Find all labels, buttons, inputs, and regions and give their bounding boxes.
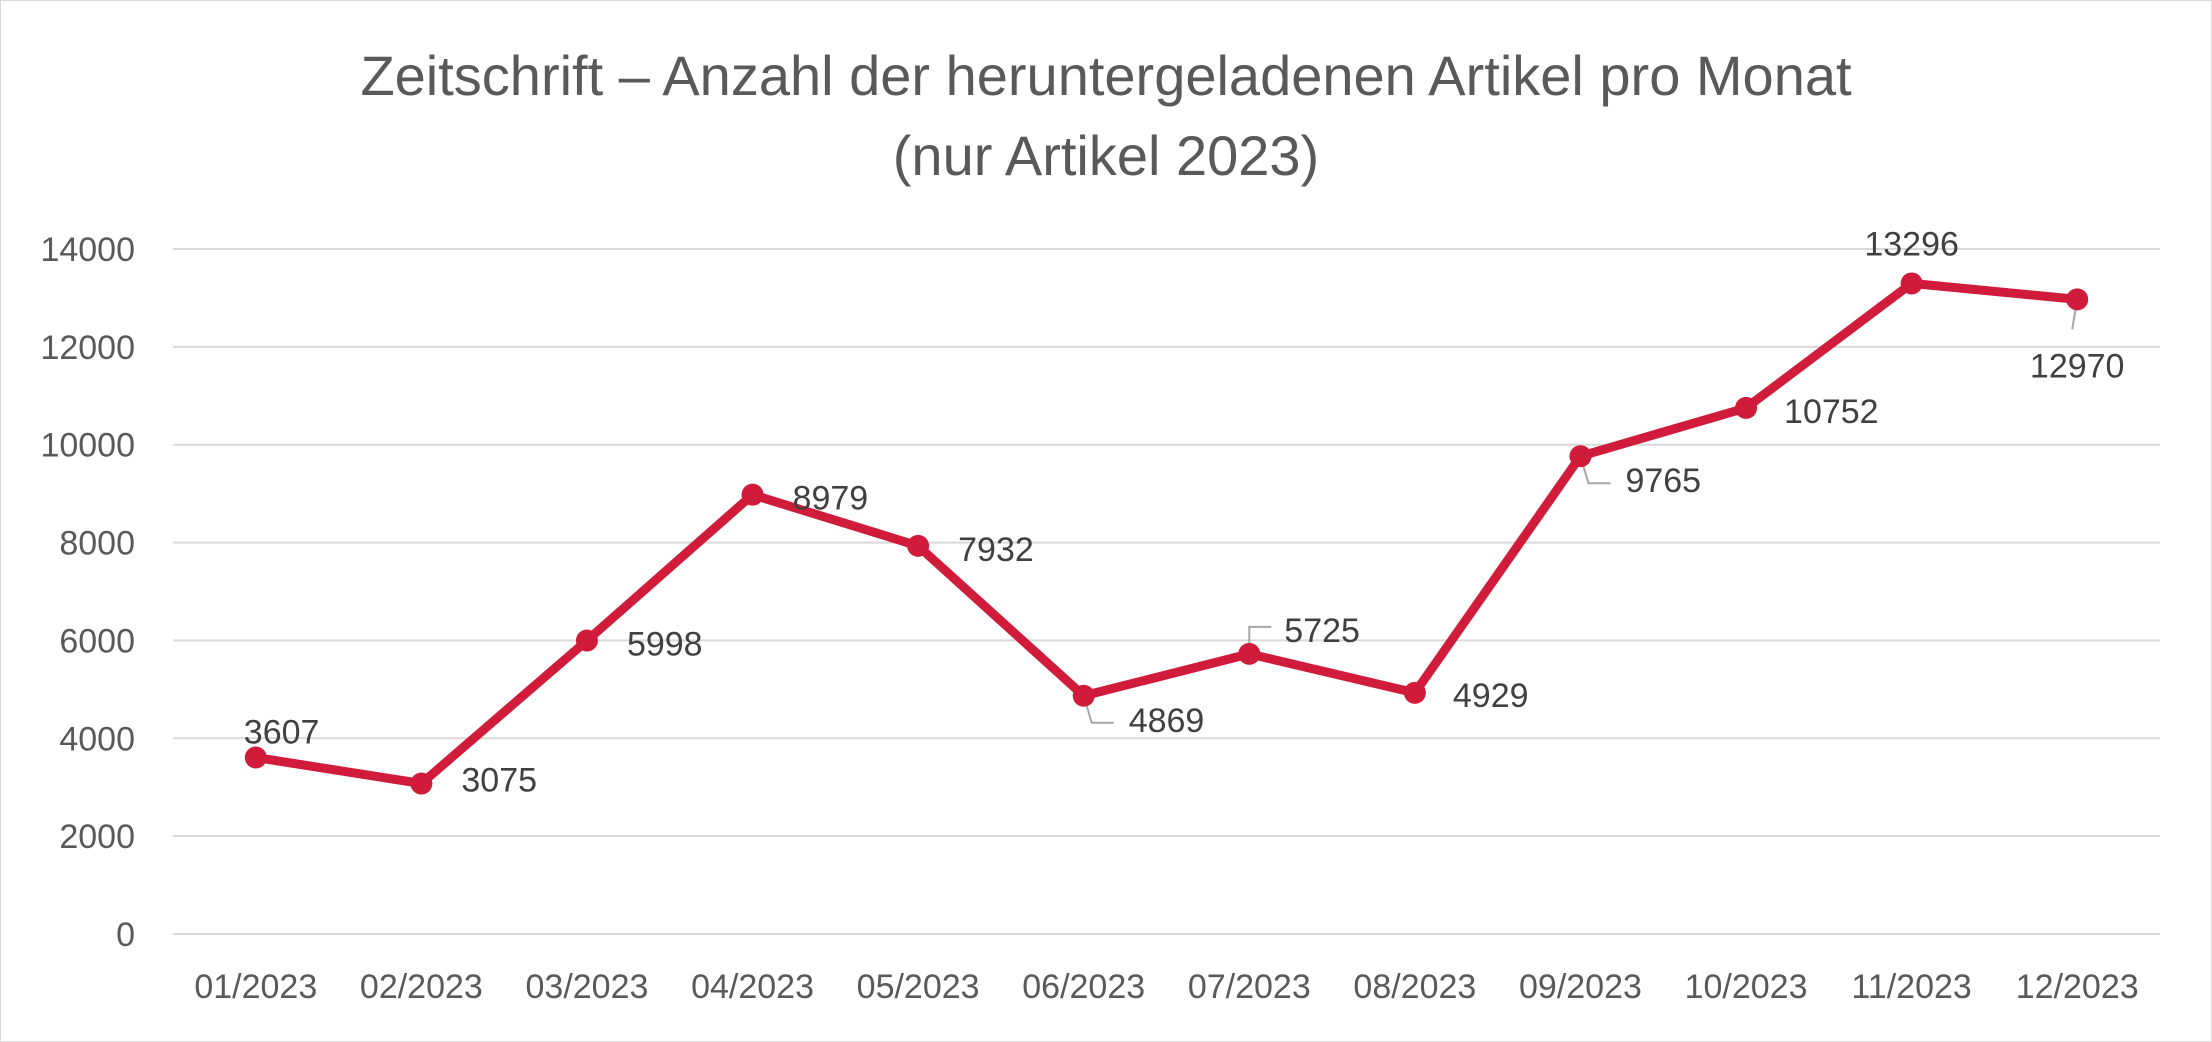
data-label: 12970 [2030, 347, 2125, 385]
data-label: 4929 [1453, 677, 1529, 715]
x-tick-label: 05/2023 [857, 968, 980, 1006]
data-label: 4869 [1129, 702, 1205, 740]
y-axis-ticks: 0 2000 4000 6000 8000 10000 12000 14000 [40, 231, 135, 954]
data-label: 9765 [1625, 462, 1701, 500]
data-label: 3607 [244, 714, 320, 752]
data-point [1735, 396, 1758, 419]
data-label: 13296 [1864, 225, 1959, 263]
data-point [1238, 642, 1261, 665]
chart-subtitle: (nur Artikel 2023) [893, 124, 1319, 187]
x-tick-label: 06/2023 [1022, 968, 1145, 1006]
data-label: 3075 [461, 762, 537, 800]
data-point [2066, 288, 2089, 311]
data-point [907, 534, 930, 557]
data-label: 5725 [1284, 612, 1360, 650]
data-label: 7932 [958, 531, 1034, 569]
data-label: 10752 [1784, 393, 1879, 431]
data-point [1569, 445, 1592, 468]
y-tick-label: 0 [116, 916, 135, 954]
data-point [1900, 272, 1923, 295]
y-tick-label: 2000 [59, 818, 135, 856]
data-point [410, 772, 433, 795]
x-tick-label: 01/2023 [194, 968, 317, 1006]
data-label: 8979 [793, 480, 869, 518]
y-tick-label: 4000 [59, 720, 135, 758]
data-label: 5998 [627, 626, 703, 664]
series-line [251, 278, 2082, 788]
x-tick-label: 09/2023 [1519, 968, 1642, 1006]
x-axis-ticks: 01/2023 02/2023 03/2023 04/2023 05/2023 06/20… [194, 968, 2138, 1006]
y-tick-label: 12000 [40, 329, 135, 367]
data-points [244, 272, 2089, 795]
gridlines [173, 248, 2160, 935]
data-point [575, 629, 598, 652]
x-tick-label: 04/2023 [691, 968, 814, 1006]
data-point [1403, 681, 1426, 704]
chart-title: Zeitschrift – Anzahl der heruntergeladen… [360, 44, 1852, 107]
y-tick-label: 14000 [40, 231, 135, 269]
x-tick-label: 11/2023 [1851, 968, 1971, 1006]
data-point [1072, 684, 1095, 707]
y-tick-label: 8000 [59, 525, 135, 563]
data-point [741, 483, 764, 506]
x-tick-label: 08/2023 [1353, 968, 1476, 1006]
x-tick-label: 03/2023 [526, 968, 649, 1006]
y-tick-label: 6000 [59, 622, 135, 660]
x-tick-label: 10/2023 [1685, 968, 1808, 1006]
x-tick-label: 02/2023 [360, 968, 483, 1006]
y-tick-label: 10000 [40, 427, 135, 465]
x-tick-label: 07/2023 [1188, 968, 1311, 1006]
data-labels: 3607 3075 5998 8979 7932 4869 5725 4929 9765 1075… [244, 225, 2125, 799]
x-tick-label: 12/2023 [2016, 968, 2139, 1006]
data-point [244, 746, 267, 769]
